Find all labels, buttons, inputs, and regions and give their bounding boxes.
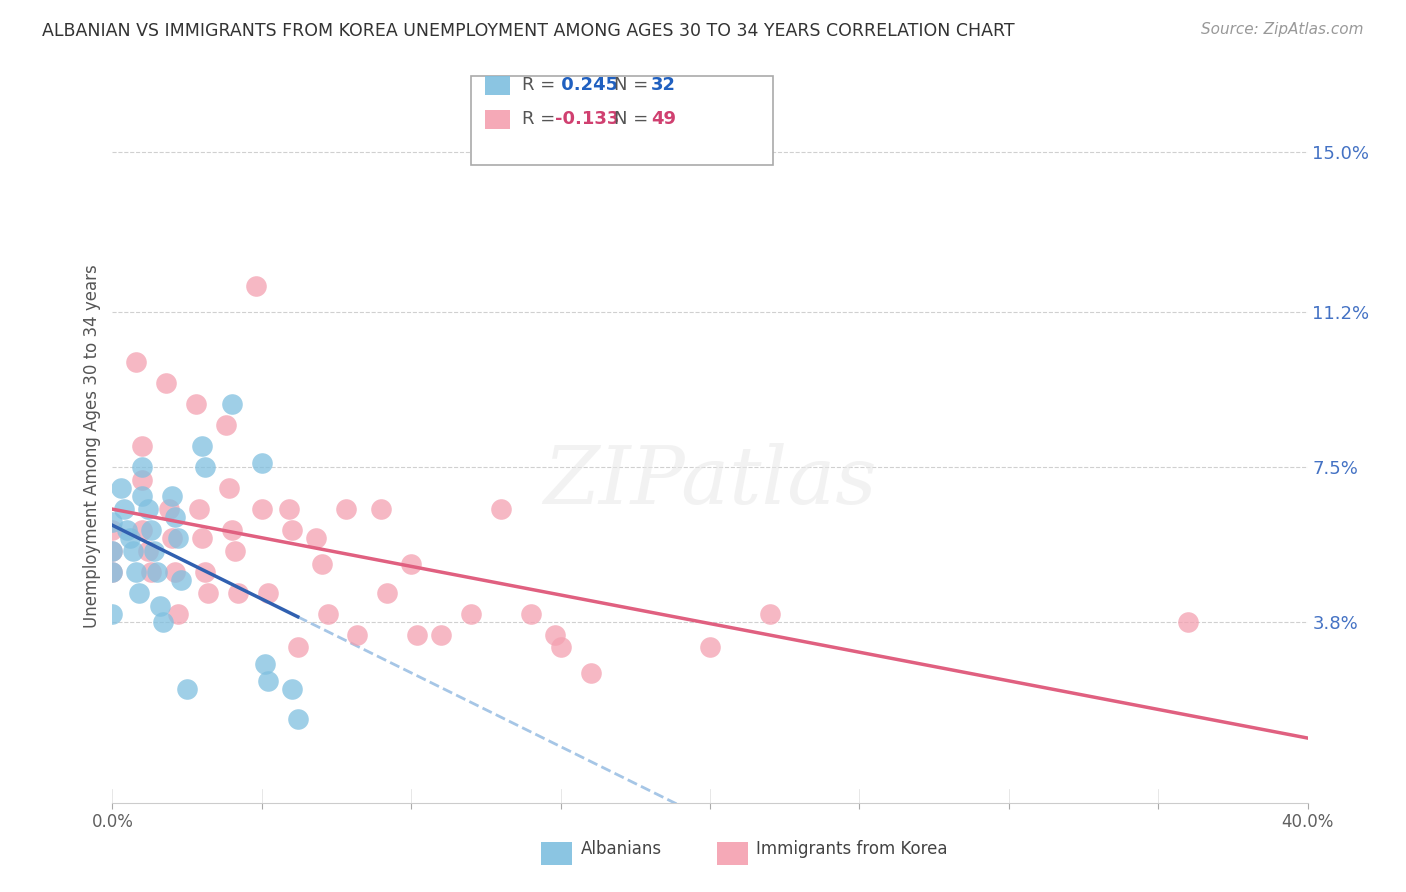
Point [138, 502, 160, 516]
Text: Source: ZipAtlas.com: Source: ZipAtlas.com [1201, 22, 1364, 37]
Point [191, 439, 214, 453]
Point [335, 502, 357, 516]
Point [579, 665, 602, 680]
Point [117, 523, 139, 537]
Point [406, 628, 429, 642]
Point [165, 565, 187, 579]
Text: R =: R = [522, 76, 561, 94]
Point [377, 586, 399, 600]
Point [250, 456, 273, 470]
Point [157, 502, 180, 516]
Point [141, 565, 163, 579]
Point [197, 586, 219, 600]
Point [460, 607, 482, 621]
Point [128, 586, 150, 600]
Text: R =: R = [522, 110, 561, 128]
Point [101, 565, 124, 579]
Point [131, 489, 153, 503]
Point [131, 523, 153, 537]
Point [141, 523, 163, 537]
Point [165, 510, 187, 524]
Text: ZIPatlas: ZIPatlas [543, 443, 877, 520]
Point [245, 279, 267, 293]
Point [101, 544, 124, 558]
Point [101, 515, 124, 529]
Point [170, 574, 193, 588]
Point [370, 502, 392, 516]
Point [250, 502, 273, 516]
Point [176, 682, 198, 697]
Point [167, 532, 190, 546]
Point [188, 502, 211, 516]
Point [162, 489, 183, 503]
Point [114, 502, 135, 516]
Text: ALBANIAN VS IMMIGRANTS FROM KOREA UNEMPLOYMENT AMONG AGES 30 TO 34 YEARS CORRELA: ALBANIAN VS IMMIGRANTS FROM KOREA UNEMPL… [42, 22, 1015, 40]
Point [131, 473, 153, 487]
Point [305, 532, 328, 546]
Point [699, 640, 721, 655]
Point [186, 397, 208, 411]
Point [257, 674, 280, 689]
Point [101, 523, 124, 537]
Text: Immigrants from Korea: Immigrants from Korea [756, 840, 948, 858]
Point [550, 640, 572, 655]
Point [221, 523, 243, 537]
Point [138, 544, 160, 558]
Point [226, 586, 249, 600]
Point [143, 544, 166, 558]
Point [224, 544, 246, 558]
Point [543, 628, 565, 642]
Point [194, 460, 217, 475]
Point [146, 565, 169, 579]
Point [125, 355, 148, 369]
Point [110, 481, 132, 495]
Point [430, 628, 453, 642]
Point [131, 460, 153, 475]
Point [401, 557, 423, 571]
Point [1177, 615, 1199, 630]
Point [167, 607, 190, 621]
Point [277, 502, 299, 516]
Text: N =: N = [614, 110, 654, 128]
Text: N =: N = [614, 76, 654, 94]
Point [311, 557, 333, 571]
Point [221, 397, 243, 411]
Point [287, 640, 309, 655]
Point [257, 586, 280, 600]
Point [281, 523, 304, 537]
Point [120, 532, 142, 546]
Point [316, 607, 339, 621]
Point [152, 615, 174, 630]
Point [346, 628, 368, 642]
Text: Albanians: Albanians [581, 840, 662, 858]
Point [191, 532, 214, 546]
Point [520, 607, 543, 621]
Point [125, 565, 148, 579]
Point [489, 502, 512, 516]
Point [194, 565, 217, 579]
Point [101, 607, 124, 621]
Point [101, 544, 124, 558]
Point [131, 439, 153, 453]
Point [155, 376, 177, 390]
Point [162, 532, 183, 546]
Point [287, 712, 309, 726]
Point [218, 481, 240, 495]
Point [215, 417, 238, 432]
Point [281, 682, 304, 697]
Point [149, 599, 172, 613]
Point [759, 607, 782, 621]
Point [253, 657, 276, 672]
Text: 49: 49 [651, 110, 676, 128]
Text: -0.133: -0.133 [555, 110, 620, 128]
Text: 0.245: 0.245 [555, 76, 619, 94]
Text: 32: 32 [651, 76, 676, 94]
Y-axis label: Unemployment Among Ages 30 to 34 years: Unemployment Among Ages 30 to 34 years [83, 264, 101, 628]
Point [122, 544, 145, 558]
Point [101, 565, 124, 579]
